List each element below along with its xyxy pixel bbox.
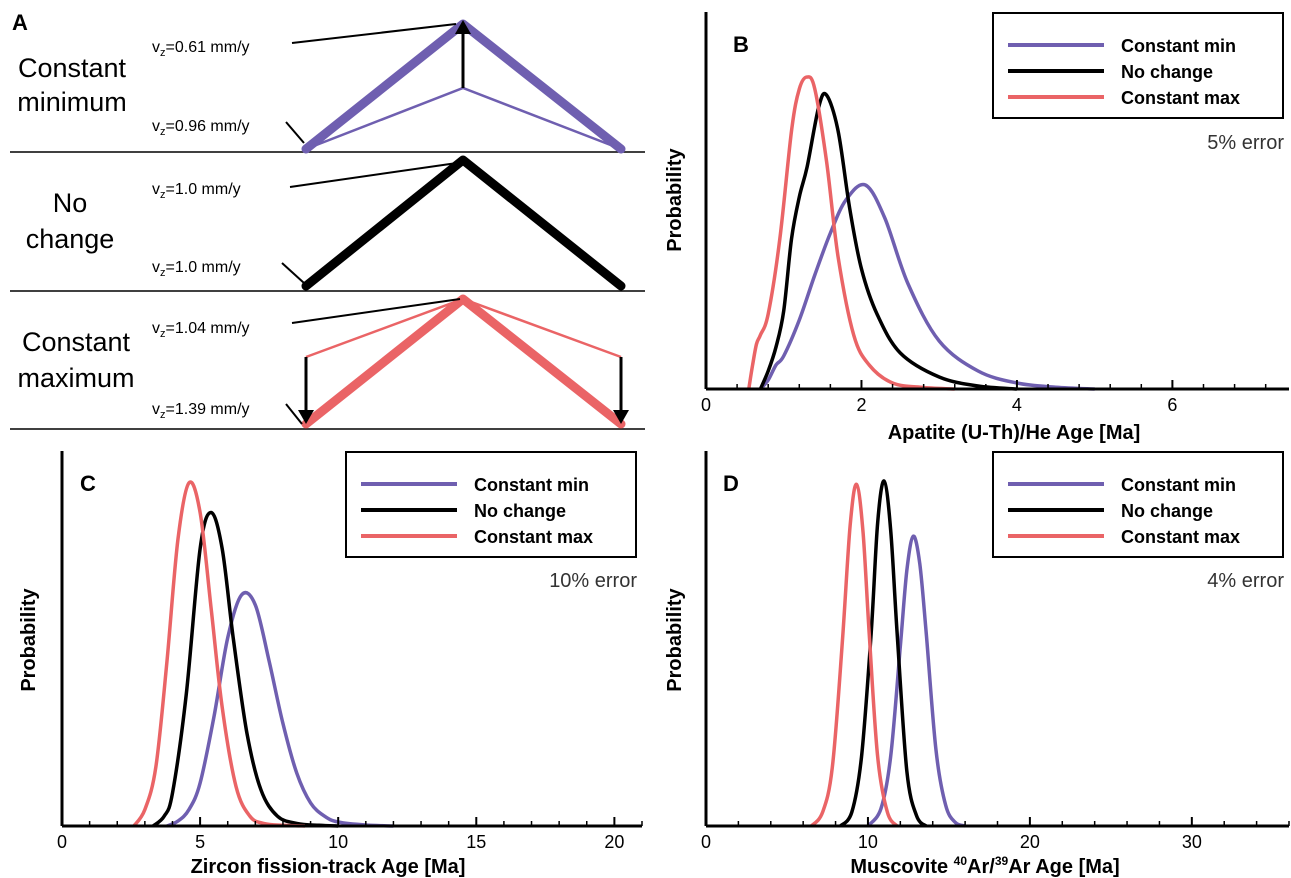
scenario-constant-maximum: Constant maximum vz=1.04 mm/y vz=1.39 mm… <box>17 294 629 429</box>
x-tick-label: 0 <box>57 832 67 852</box>
legend-box <box>992 451 1284 558</box>
x-tick-label: 30 <box>1182 832 1202 852</box>
x-tick-label: 5 <box>195 832 205 852</box>
panel-c-letter: C <box>80 471 96 496</box>
legend: Constant min No change Constant max <box>345 451 637 558</box>
topography-initial <box>305 86 622 151</box>
panel-a: A Constant minimum vz=0.61 mm/y vz=0.96 … <box>10 10 645 430</box>
vz-leader-line <box>285 121 305 144</box>
panel-d: D 0 10 20 30 4% error Muscovite 40Ar/39Ar A… <box>664 451 1290 878</box>
scenario-label-line2: minimum <box>17 87 127 117</box>
x-tick-label: 4 <box>1012 395 1022 415</box>
scenario-label-line1: No <box>53 188 88 218</box>
legend-label: No change <box>1121 62 1213 82</box>
topography-final <box>301 294 626 429</box>
scenario-no-change: No change vz=1.0 mm/y vz=1.0 mm/y <box>26 155 626 291</box>
vz-label-bottom: vz=1.0 mm/y <box>152 259 241 279</box>
series-line-min <box>866 534 966 828</box>
series-line-max <box>132 480 306 828</box>
series-line-none <box>151 510 339 828</box>
legend-label: No change <box>1121 501 1213 521</box>
vz-label-top: vz=1.04 mm/y <box>152 320 250 340</box>
legend-label: Constant max <box>1121 527 1240 547</box>
series-line-min <box>759 182 1095 391</box>
x-tick-label: 2 <box>856 395 866 415</box>
error-note: 4% error <box>1207 570 1284 592</box>
legend-label: Constant max <box>474 527 593 547</box>
plot-b: 0 2 4 6 <box>701 12 1289 415</box>
vz-label-top: vz=0.61 mm/y <box>152 39 250 59</box>
legend: Constant min No change Constant max <box>992 12 1284 119</box>
vz-label-top: vz=1.0 mm/y <box>152 181 241 201</box>
error-note: 5% error <box>1207 132 1284 154</box>
scenario-label-line1: Constant <box>22 327 131 357</box>
plot-c: 0 5 10 15 20 <box>57 451 643 852</box>
legend-label: Constant min <box>1121 36 1236 56</box>
x-axis-title: Zircon fission-track Age [Ma] <box>191 856 466 878</box>
x-tick-label: 15 <box>466 832 486 852</box>
scenario-label-line2: change <box>26 224 115 254</box>
x-tick-label: 10 <box>858 832 878 852</box>
vz-leader-line <box>291 298 461 324</box>
vz-label-bottom: vz=0.96 mm/y <box>152 118 250 138</box>
legend-box <box>992 12 1284 119</box>
topography-steady <box>301 155 626 291</box>
vz-leader-line <box>281 262 305 284</box>
panel-b: B 0 2 4 6 5% error Apatite (U-Th)/He Age [M… <box>664 12 1289 444</box>
panel-b-letter: B <box>733 32 749 57</box>
series-line-min <box>166 590 394 828</box>
arrow-down-icon <box>298 410 314 424</box>
vz-leader-line <box>285 403 303 425</box>
series-line-max <box>747 75 955 391</box>
legend-box <box>345 451 637 558</box>
y-axis-title: Probability <box>664 147 686 251</box>
legend-label: Constant min <box>1121 475 1236 495</box>
series-line-none <box>758 91 1018 391</box>
x-axis-title: Apatite (U-Th)/He Age [Ma] <box>888 422 1141 444</box>
scenario-constant-minimum: Constant minimum vz=0.61 mm/y vz=0.96 mm… <box>17 19 626 154</box>
scenario-label-line1: Constant <box>18 53 127 83</box>
x-tick-label: 20 <box>604 832 624 852</box>
x-tick-label: 6 <box>1167 395 1177 415</box>
panel-c: C 0 5 10 15 20 10% error Zircon fission-trac… <box>18 451 643 878</box>
legend-label: Constant max <box>1121 88 1240 108</box>
panel-d-letter: D <box>723 471 739 496</box>
plot-d: 0 10 20 30 <box>701 451 1290 852</box>
legend: Constant min No change Constant max <box>992 451 1284 558</box>
topography-initial <box>305 297 622 359</box>
x-tick-label: 20 <box>1020 832 1040 852</box>
y-axis-title: Probability <box>664 587 686 691</box>
panel-a-letter: A <box>12 10 28 35</box>
series-line-none <box>839 479 928 828</box>
error-note: 10% error <box>549 570 637 592</box>
legend-label: No change <box>474 501 566 521</box>
arrow-down-icon <box>613 410 629 424</box>
vz-label-bottom: vz=1.39 mm/y <box>152 401 250 421</box>
x-axis-title: Muscovite 40Ar/39Ar Age [Ma] <box>850 854 1119 878</box>
y-axis-title: Probability <box>18 587 40 691</box>
x-tick-label: 10 <box>328 832 348 852</box>
vz-leader-line <box>291 23 457 44</box>
x-tick-label: 0 <box>701 832 711 852</box>
x-tick-label: 0 <box>701 395 711 415</box>
series-line-max <box>809 482 899 828</box>
arrow-up-icon <box>455 20 471 34</box>
vz-leader-line <box>289 162 458 188</box>
scenario-label-line2: maximum <box>17 363 134 393</box>
legend-label: Constant min <box>474 475 589 495</box>
